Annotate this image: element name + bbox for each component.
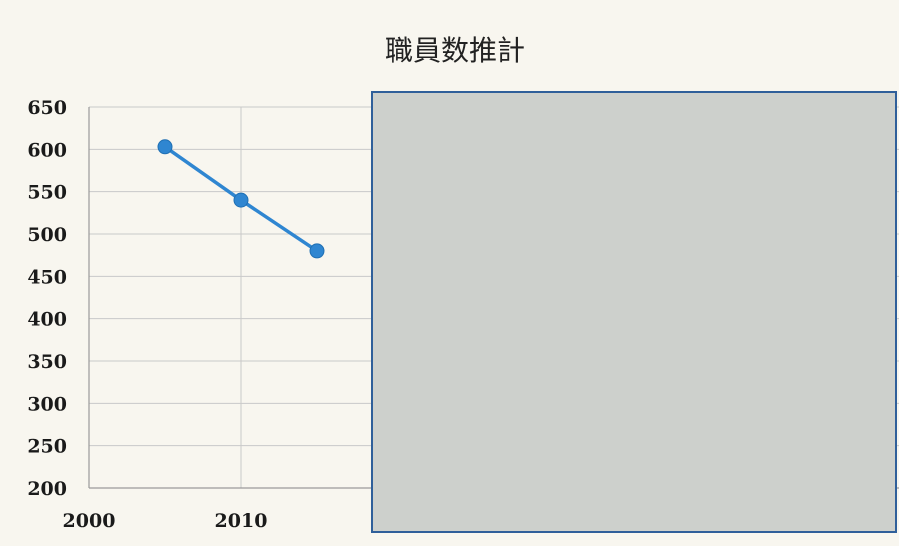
x-tick-labels: 200020102 [63,510,400,532]
y-tick-label: 300 [27,393,67,415]
y-tick-label: 350 [27,351,67,373]
y-tick-labels: 650 600 550 500 450 400 350 300 250 200 [27,97,67,500]
y-tick-label: 200 [27,478,67,500]
redaction-box [371,91,897,533]
x-tick-label: 2010 [215,510,268,532]
x-tick-label: 2000 [63,510,116,532]
series-group [157,139,325,259]
y-tick-label: 450 [27,266,67,288]
data-point [233,192,249,208]
y-tick-label: 400 [27,309,67,331]
y-tick-label: 650 [27,97,67,119]
chart-title: 職員数推計 [385,34,525,67]
y-tick-label: 550 [27,182,67,204]
data-point [309,243,325,259]
y-tick-label: 500 [27,224,67,246]
data-point [157,139,173,155]
y-tick-label: 250 [27,436,67,458]
y-tick-label: 600 [27,139,67,161]
